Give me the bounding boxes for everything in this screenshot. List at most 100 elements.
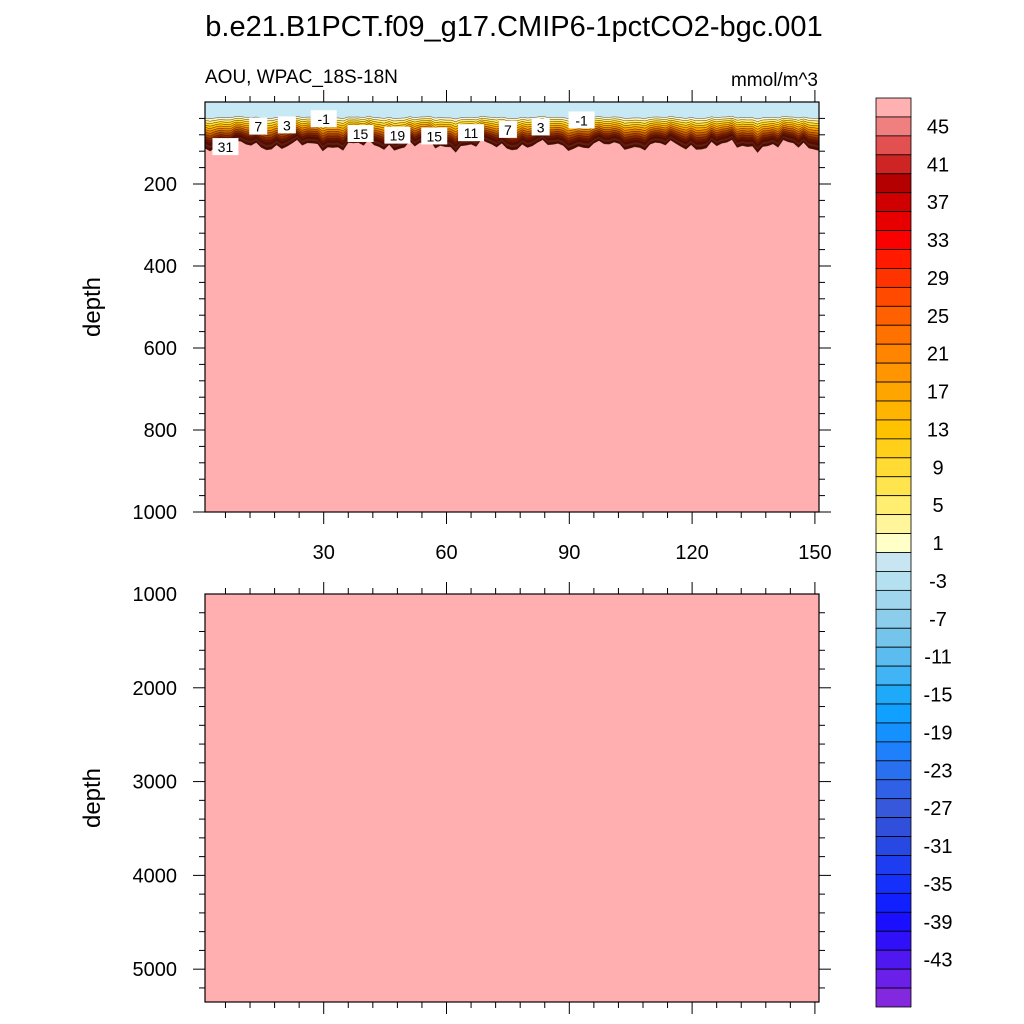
colorbar-box [875,324,912,345]
contour-label-text: 15 [353,126,369,142]
contour-label-text: 7 [504,122,512,138]
lower-y-axis-label: depth [79,768,106,828]
contour-label-bg [249,117,268,135]
colorbar-box [875,230,912,250]
colorbar-boxes [875,97,912,1008]
contour-label-bg [277,116,296,134]
contour-label-text: 3 [537,119,545,135]
upper-x-ticks: 30 60 90 120 150 [224,90,832,564]
colorbar-box [875,268,912,288]
upper-surface-layer [205,102,819,119]
colorbar-box [875,305,912,326]
contour-label-text: -1 [575,112,588,128]
contour-label-bg [531,118,550,136]
colorbar-box [875,400,912,421]
colorbar-box [875,798,912,819]
contour-label-text: 31 [218,139,234,155]
contour-label: 3 [277,116,296,134]
x-tick-label: 120 [675,542,708,564]
x-tick-label: 60 [435,542,457,564]
y-tick-label: 1000 [133,584,178,606]
y-tick-label: 1000 [133,502,178,524]
colorbar-box [875,154,912,175]
contour-label-text: 15 [426,128,442,144]
colorbar-box [875,286,912,307]
colorbar-box [875,495,912,516]
units-label: mmol/m^3 [731,70,818,91]
contour-label: 7 [498,120,517,138]
x-tick-label: 150 [798,542,831,564]
colorbar-box [875,381,912,402]
colorbar-box [875,571,912,591]
lower-y-ticks: 1000 2000 3000 4000 5000 [133,584,831,989]
colorbar-box [875,741,912,762]
colorbar-box [875,855,912,875]
contour-label: 11 [458,124,485,142]
colorbar-box [875,665,912,686]
colorbar-label: 41 [927,154,949,176]
colorbar-label: -27 [924,798,953,820]
colorbar-box [875,646,912,667]
colorbar-label: 25 [927,306,949,328]
contour-label-bg [498,120,517,138]
y-tick-label: 200 [144,174,177,196]
x-tick-label: 90 [558,542,580,564]
colorbar-box [875,533,912,553]
colorbar-box [875,211,912,231]
contour-label-text: 7 [254,119,262,135]
colorbar-label: -43 [924,950,953,972]
colorbar-box [875,192,912,213]
colorbar-label: 1 [932,533,943,555]
colorbar-box [875,836,912,856]
colorbar-box [875,760,912,781]
colorbar-labels: 45 41 37 33 29 25 21 17 13 9 5 1 -3 -7 -11 -15 -19 -23 -27… [924,116,953,971]
upper-y-ticks: 200 400 600 800 1000 [133,117,831,524]
contour-label-bg [421,127,448,145]
colorbar-label: -35 [924,874,953,896]
contour-label-text: 11 [464,125,479,141]
y-tick-label: 5000 [133,959,178,981]
colorbar-box [875,116,912,137]
colorbar-label: 33 [927,230,949,252]
contour-label-text: 3 [283,117,291,133]
colorbar-label: 13 [927,419,949,441]
contour-label-bg [310,110,337,128]
colorbar-label: 9 [932,457,943,479]
colorbar-box [875,684,912,705]
contour-label: 15 [347,124,374,142]
lower-panel: 1000 2000 3000 4000 5000 depth [79,582,831,1014]
contour-label: 7 [249,117,268,135]
colorbar-label: -23 [924,760,953,782]
colorbar-box [875,779,912,800]
colorbar-label: -39 [924,912,953,934]
lower-x-ticks [224,582,816,1014]
colorbar-label: 5 [932,495,943,517]
colorbar-box [875,703,912,724]
colorbar-box [875,987,912,1008]
contour-label-bg [212,138,239,156]
colorbar-box [875,438,912,459]
colorbar-label: -3 [929,571,947,593]
x-tick-label: 30 [313,542,335,564]
contour-label-text: -1 [317,111,330,127]
contour-label: 15 [421,127,448,145]
upper-y-axis-label: depth [79,277,106,337]
colorbar-label: 17 [927,382,949,404]
colorbar-label: -15 [924,685,953,707]
colorbar-box [875,476,912,497]
colorbar-label: 21 [927,344,949,366]
upper-panel: AOU, WPAC_18S-18N mmol/m^3 7 3 -115 19 15 11 7… [79,67,832,564]
colorbar-box [875,552,912,572]
contour-label: -1 [568,111,595,129]
colorbar-box [875,135,912,156]
colorbar-label: 37 [927,192,949,214]
colorbar-box [875,949,912,970]
colorbar-box [875,97,912,118]
colorbar-box [875,457,912,478]
contour-label-bg [384,126,411,144]
colorbar-label: 45 [927,116,949,138]
colorbar-label: 29 [927,268,949,290]
colorbar-label: -19 [924,722,953,744]
y-tick-label: 3000 [133,772,178,794]
contour-label-bg [568,111,595,129]
